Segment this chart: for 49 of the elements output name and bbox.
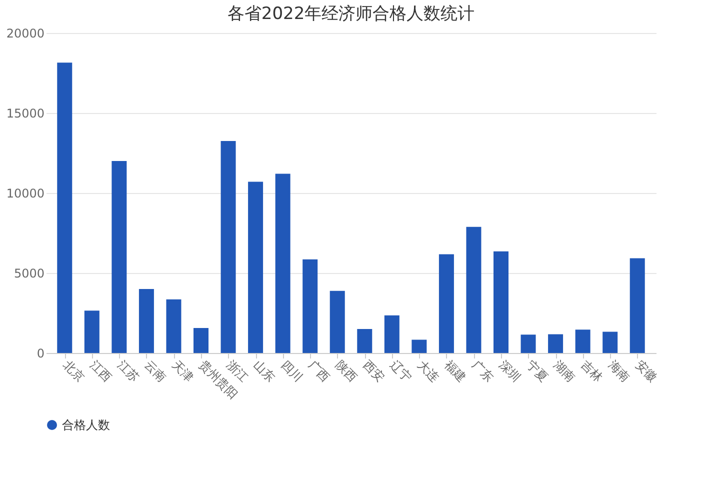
bar xyxy=(357,329,372,353)
bar xyxy=(548,334,564,353)
x-tick-label: 福建 xyxy=(442,358,469,384)
bar xyxy=(166,299,182,353)
y-tick-label: 15000 xyxy=(6,106,44,120)
x-tick-label: 辽宁 xyxy=(387,358,414,384)
x-tick-label: 安徽 xyxy=(632,358,660,384)
legend-label: 合格人数 xyxy=(62,418,110,432)
bar xyxy=(84,310,100,353)
bar xyxy=(384,315,400,353)
x-tick-label: 广西 xyxy=(306,358,333,384)
x-tick-label: 西安 xyxy=(360,358,388,384)
x-tick-label: 陕西 xyxy=(332,358,360,384)
bar xyxy=(194,328,208,353)
y-tick-label: 0 xyxy=(36,346,44,360)
x-tick-label: 山东 xyxy=(251,358,278,384)
x-tick-label: 北京 xyxy=(60,358,88,384)
bar xyxy=(330,290,345,353)
bar xyxy=(438,254,454,353)
x-tick-label: 江苏 xyxy=(114,358,142,384)
x-tick-label: 宁夏 xyxy=(524,358,551,384)
x-tick-label: 广东 xyxy=(469,358,496,384)
bar xyxy=(575,330,590,353)
x-tick-label: 四川 xyxy=(278,358,306,384)
bar xyxy=(602,332,618,353)
x-tick-label: 海南 xyxy=(606,358,633,384)
x-tick-label: 云南 xyxy=(142,358,169,384)
x-tick-label: 深圳 xyxy=(496,358,524,384)
bar xyxy=(57,62,72,353)
bar xyxy=(138,289,154,353)
y-tick-label: 10000 xyxy=(6,186,44,200)
bar xyxy=(248,182,264,353)
bar xyxy=(112,161,127,353)
x-tick-label: 湖南 xyxy=(551,358,578,384)
x-tick-label: 江西 xyxy=(87,358,114,384)
x-tick-label: 大连 xyxy=(414,358,442,384)
bar xyxy=(630,258,645,353)
bar xyxy=(466,226,482,353)
bar xyxy=(520,334,536,353)
y-tick-label: 20000 xyxy=(6,26,44,40)
bar xyxy=(412,340,427,353)
x-tick-label: 吉林 xyxy=(578,358,606,384)
bar xyxy=(494,251,508,353)
bar xyxy=(302,259,318,353)
bar xyxy=(220,141,236,353)
y-tick-label: 5000 xyxy=(14,266,44,280)
x-tick-label: 天津 xyxy=(169,358,196,384)
chart-title: 各省2022年经济师合格人数统计 xyxy=(227,4,475,24)
bar xyxy=(275,174,290,353)
